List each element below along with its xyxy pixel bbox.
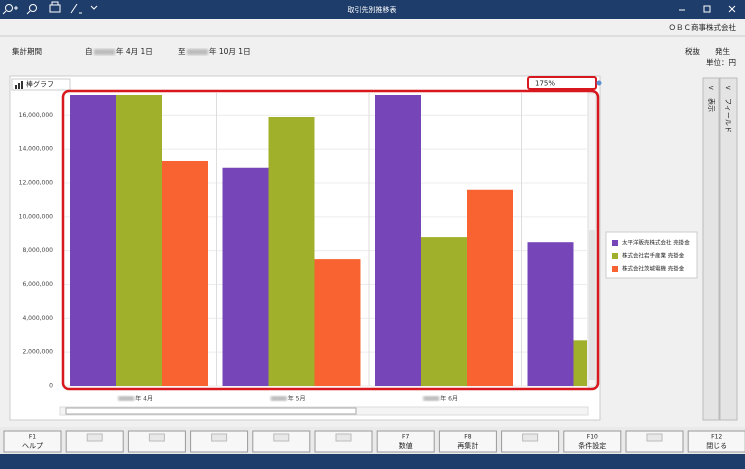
masked-year	[187, 49, 208, 55]
function-key-blank	[273, 433, 290, 442]
masked-year	[94, 49, 115, 55]
bar	[162, 160, 208, 386]
function-key[interactable]	[687, 430, 745, 453]
function-key-blank	[646, 433, 663, 442]
bar	[573, 340, 587, 386]
window-title: 取引先別推移表	[348, 5, 397, 14]
zoom-indicator	[596, 80, 602, 86]
legend-label: 株式会社茨城電機 売掛金	[622, 265, 685, 273]
tab-arrow: <	[725, 84, 731, 92]
y-tick-label: 14,000,000	[19, 146, 54, 153]
masked-year	[270, 396, 287, 401]
function-key-blank	[148, 433, 165, 442]
to-prefix: 至	[178, 47, 186, 56]
y-tick-label: 0	[49, 383, 53, 390]
y-tick-label: 12,000,000	[19, 179, 54, 186]
function-key[interactable]	[563, 430, 622, 453]
function-key[interactable]	[438, 430, 497, 453]
bar	[70, 95, 116, 386]
function-key-label: 数値	[399, 441, 413, 450]
x-tick-label: 年 4月	[135, 395, 153, 403]
x-tick-label: 年 5月	[288, 395, 306, 403]
function-key-code: F12	[711, 434, 722, 441]
legend-label: 太平洋販売株式会社 売掛金	[622, 239, 690, 247]
basis-setting: 発生	[715, 46, 730, 56]
legend-swatch	[612, 253, 618, 259]
function-key-blank	[335, 433, 352, 442]
bar	[116, 95, 162, 386]
from-date: 年 4月 1日	[116, 46, 153, 56]
window-controls[interactable]	[679, 5, 736, 13]
side-tab[interactable]	[719, 77, 738, 421]
bar	[222, 167, 269, 386]
function-key-blank	[86, 433, 103, 442]
tax-setting: 税抜	[685, 46, 700, 56]
title-bar	[0, 0, 745, 19]
y-tick-label: 2,000,000	[22, 349, 53, 356]
function-key-code: F10	[587, 434, 598, 441]
to-date: 年 10月 1日	[209, 46, 251, 56]
y-tick-label: 16,000,000	[19, 112, 54, 119]
chart-type: 棒グラフ	[26, 80, 54, 89]
function-key-label: 再集計	[457, 441, 478, 450]
function-key-code: F1	[29, 434, 36, 441]
unit-label: 単位：円	[706, 57, 736, 67]
side-tab-label: 表示	[707, 98, 716, 112]
toolbar-icons	[2, 1, 98, 15]
zoom-dropdown[interactable]	[527, 76, 597, 90]
legend-swatch	[612, 266, 618, 272]
function-key-label: 条件設定	[578, 441, 606, 450]
legend	[605, 231, 698, 279]
v-scroll-thumb[interactable]	[589, 230, 595, 380]
y-tick-label: 6,000,000	[22, 281, 53, 288]
bar	[314, 259, 361, 386]
bar-icon	[15, 81, 23, 89]
function-key-label: 閉じる	[706, 442, 727, 450]
bar	[527, 242, 574, 386]
bar	[467, 189, 513, 386]
period-label: 集計期間	[12, 46, 42, 56]
side-tab-label: フィールド	[724, 98, 732, 133]
y-tick-label: 10,000,000	[19, 213, 54, 220]
function-key-blank	[522, 433, 539, 442]
function-key-label: ヘルプ	[22, 442, 43, 450]
legend-label: 株式会社岩手産業 売掛金	[622, 252, 685, 260]
masked-year	[118, 396, 135, 401]
zoom-value: 175%	[535, 80, 555, 88]
function-key[interactable]	[3, 430, 62, 453]
bar	[375, 95, 421, 386]
from-prefix: 自	[85, 46, 93, 56]
function-key-blank	[211, 433, 228, 442]
x-tick-label: 年 6月	[440, 395, 458, 403]
highlight-frame	[61, 89, 600, 391]
bar	[268, 116, 315, 386]
company-name: ＯＢＣ商事株式会社	[669, 22, 737, 32]
bar	[421, 237, 467, 386]
h-scroll-thumb[interactable]	[65, 407, 357, 415]
y-tick-label: 8,000,000	[22, 247, 53, 254]
legend-swatch	[612, 240, 618, 246]
masked-year	[423, 396, 440, 401]
side-tab[interactable]	[702, 77, 720, 421]
function-key[interactable]	[376, 430, 435, 453]
chart-type-dropdown[interactable]	[11, 78, 71, 91]
function-key-code: F8	[464, 434, 471, 441]
tab-arrow: <	[708, 84, 714, 92]
y-tick-label: 4,000,000	[22, 315, 53, 322]
status-bar	[0, 454, 745, 469]
function-key-code: F7	[402, 434, 409, 441]
